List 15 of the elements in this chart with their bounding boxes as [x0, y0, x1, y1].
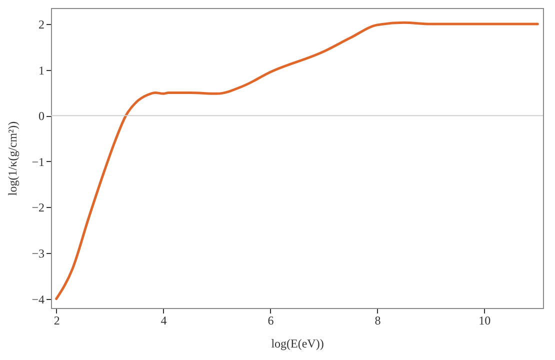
x-tick-label: 8 — [374, 314, 381, 328]
y-axis-title: log(1/κ(g/cm²)) — [6, 121, 20, 196]
y-tick-label: −4 — [32, 292, 44, 306]
y-tick-label: −2 — [32, 200, 44, 215]
x-axis-title: log(E(eV)) — [271, 336, 324, 350]
y-tick-label: 2 — [38, 18, 44, 32]
y-tick-label: −1 — [32, 154, 44, 169]
x-tick-label: 6 — [268, 314, 274, 328]
line-series — [55, 21, 539, 300]
x-tick-label: 4 — [160, 314, 167, 328]
y-tick-label: −3 — [32, 246, 44, 261]
x-tick-label: 2 — [54, 314, 60, 328]
x-tick-label: 10 — [478, 314, 491, 328]
y-tick-label: 0 — [38, 109, 44, 124]
y-tick-label: 1 — [38, 63, 44, 78]
